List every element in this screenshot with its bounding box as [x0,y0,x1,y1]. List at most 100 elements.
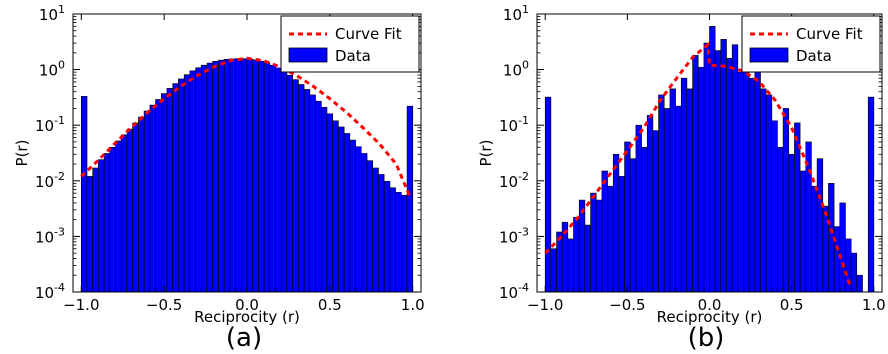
y-tick-label: 10-1 [499,114,529,135]
x-tick-label: 0.5 [318,296,342,314]
histogram-bar [132,122,139,293]
legend-data-swatch [749,47,789,63]
x-tick-label: 0.5 [780,296,804,314]
histogram-bar [241,58,248,293]
y-tick-base: 10 [39,6,58,24]
legend-fit-label: Curve Fit [335,25,402,43]
y-tick-exponent: -2 [54,170,65,183]
y-tick-base: 10 [499,117,518,135]
histogram-bar [86,176,93,293]
histogram-bar [641,147,648,293]
histogram-bar [567,238,574,293]
legend: Curve Fit Data [280,15,420,73]
histogram-bar [155,99,162,293]
histogram-bar [303,89,311,293]
y-tick-exponent: -3 [54,225,65,238]
y-tick-exponent: -3 [518,225,529,238]
y-tick-base: 10 [499,284,518,302]
histogram-bar [286,74,293,293]
histogram-bar [720,39,727,293]
histogram-bar [235,58,242,293]
histogram-bar [839,202,846,293]
y-tick-label: 10-2 [499,170,529,191]
histogram-bar [590,192,597,293]
histogram-bar [675,105,682,293]
histogram-bar [629,158,637,293]
histogram-bar [788,153,795,293]
histogram-bar [349,139,356,293]
histogram-bar [298,84,305,293]
y-tick-exponent: -2 [518,170,529,183]
y-tick-base: 10 [39,62,58,80]
y-axis-label: P(r) [13,140,31,167]
y-tick-label: 10-4 [35,281,65,302]
histogram-bar [258,60,265,293]
histogram-bar [850,252,858,293]
histogram-bar [320,106,328,293]
x-axis-label: Reciprocity (r) [194,308,300,326]
histogram-bar [771,120,778,293]
y-tick-exponent: 0 [58,59,65,72]
histogram-bar [811,185,818,293]
histogram-bar [332,120,339,293]
y-tick-base: 10 [499,228,518,246]
histogram-bar [115,140,122,293]
histogram-bar [372,167,379,293]
histogram-bar [669,88,676,293]
y-tick-label: 10-1 [35,114,65,135]
y-tick-exponent: 1 [522,3,529,16]
histogram-bar [737,71,744,293]
histogram-bar [138,116,145,293]
histogram-bar [748,77,756,293]
y-tick-base: 10 [35,228,54,246]
legend-box [741,15,881,73]
histogram-bar [195,67,202,293]
legend-data-label: Data [335,47,371,65]
histogram-bar [395,192,402,293]
histogram-bar [212,60,219,293]
histogram-bar [361,153,368,293]
histogram-bar [292,79,299,293]
histogram-bar [714,50,722,293]
y-axis-label: P(r) [477,140,495,167]
histogram-bar [833,226,841,293]
histogram-bar [269,64,276,293]
y-tick-exponent: -1 [518,114,529,127]
histogram-bar [658,94,665,293]
x-tick-label: −0.5 [146,296,182,314]
histogram-bar [782,108,790,293]
histogram-bar [573,217,580,293]
y-tick-label: 10-4 [499,281,529,302]
histogram-bar [686,88,693,293]
histogram-bar [612,153,620,293]
histogram-bar [743,53,750,293]
histogram-bar [578,199,586,293]
histogram-bar [206,62,214,293]
histogram-bar [400,194,408,293]
x-tick-label: −1.0 [63,296,99,314]
x-tick-label: 0.0 [235,296,259,314]
histogram-bar [584,224,591,293]
legend-fit-label: Curve Fit [796,25,863,43]
chart-panel-b: −1.0 −0.5 0.0 0.5 1.010-410-310-210-1100101R… [477,3,886,353]
histogram-bar [343,133,351,293]
histogram-bar [601,170,608,293]
histogram-bar [726,57,733,293]
histogram-bar [652,130,659,293]
curve-fit-line [544,41,853,289]
y-tick-exponent: -4 [54,281,65,294]
histogram-bar [816,158,824,293]
histogram-bar [799,170,807,293]
histogram-bar [161,93,168,293]
histogram-bar [635,124,642,293]
histogram-bar [223,59,231,293]
histogram-bar [126,128,134,293]
x-tick-label: 1.0 [401,296,425,314]
histogram-bar [366,160,374,293]
histogram-bar [692,55,699,293]
histogram-bars [544,26,875,293]
histogram-bar [550,248,557,293]
histogram-bar [200,64,208,293]
histogram-bar [189,70,196,293]
